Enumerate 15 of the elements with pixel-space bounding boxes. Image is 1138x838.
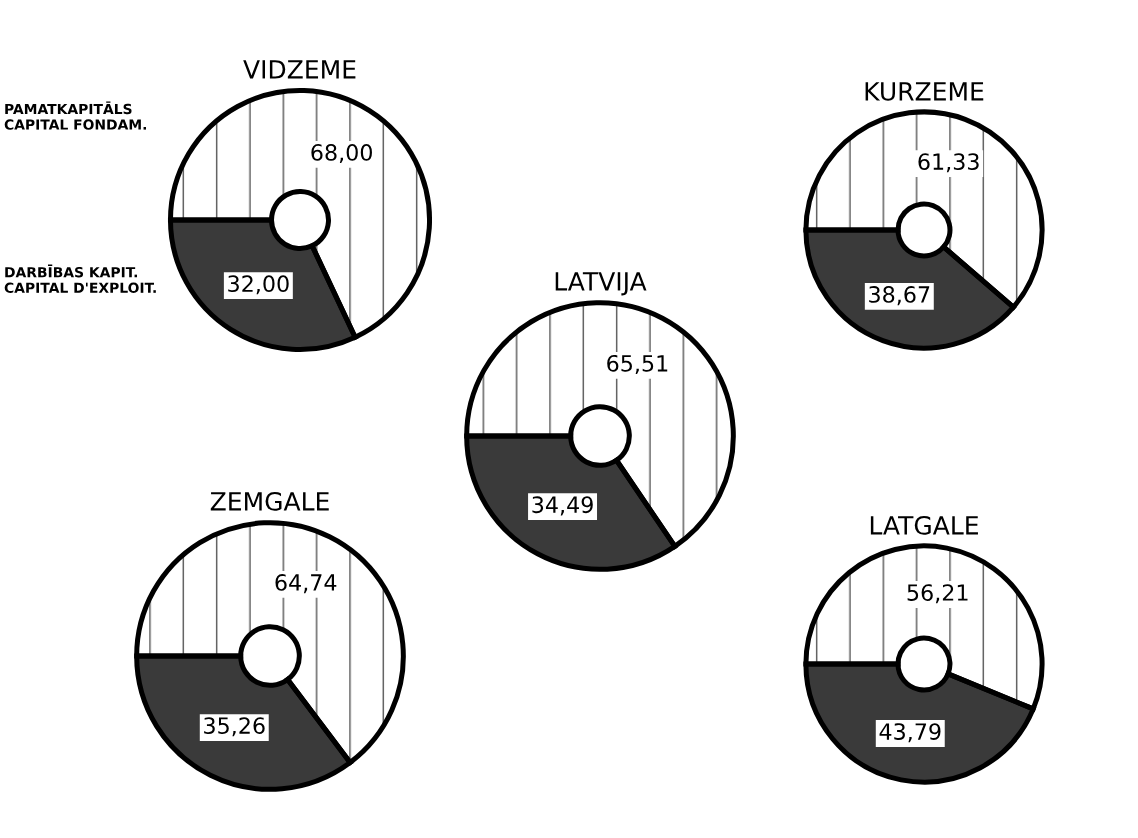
chart-title: LATVIJA	[555, 272, 647, 296]
data-label: 34,49	[532, 496, 593, 516]
data-label: 61,33	[918, 153, 979, 173]
data-label: 43,79	[879, 723, 941, 743]
data-label: 68,00	[311, 144, 372, 164]
data-label: 64,74	[275, 574, 337, 594]
chart-title: VIDZEME	[243, 60, 356, 79]
chart-title: KURZEME	[865, 82, 984, 101]
data-label: 65,51	[607, 354, 668, 375]
data-label: 32,00	[228, 275, 289, 295]
data-label: 38,67	[869, 286, 930, 306]
data-label: 56,21	[907, 584, 968, 604]
chart-title: ZEMGALE	[210, 491, 329, 511]
data-label: 35,26	[204, 717, 265, 737]
chart-title: LATGALE	[870, 515, 978, 535]
